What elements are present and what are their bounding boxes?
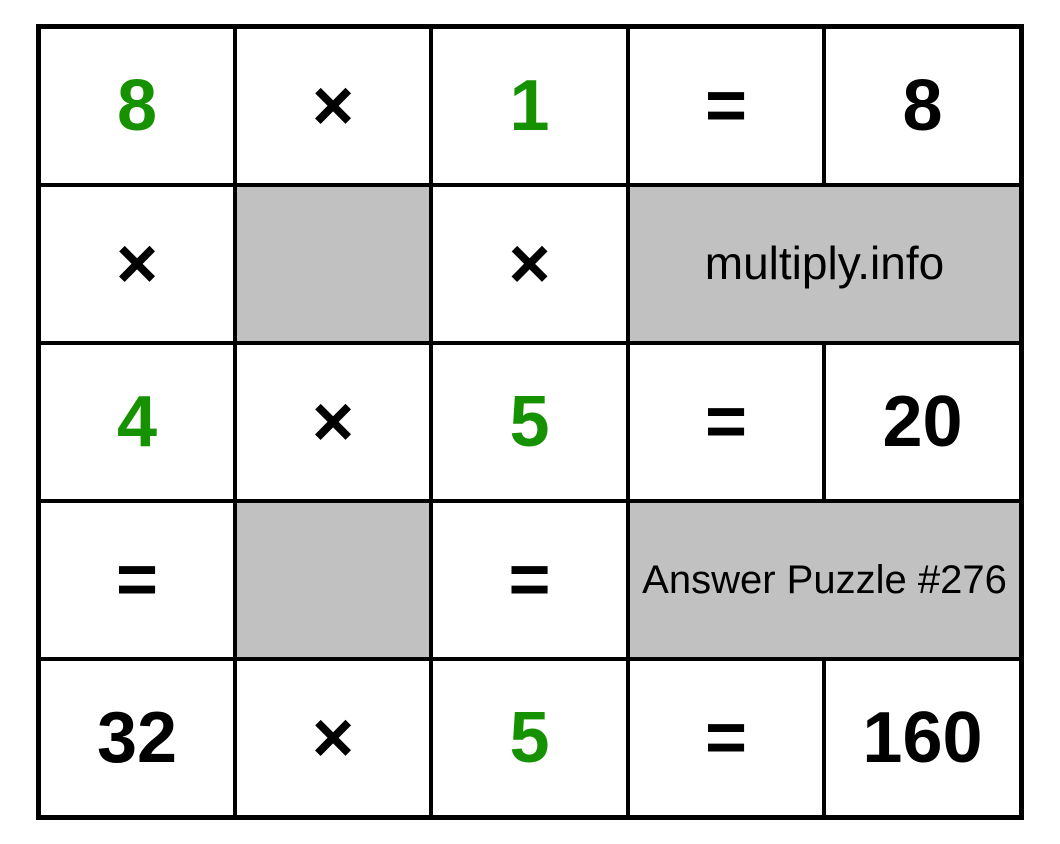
equals-cell: =	[628, 343, 824, 501]
table-row: = = Answer Puzzle #276	[39, 501, 1021, 659]
result-cell: 160	[824, 659, 1021, 817]
operator-cell: ×	[235, 659, 431, 817]
result-cell: 32	[39, 659, 235, 817]
operand-cell: 4	[39, 343, 235, 501]
equals-cell: =	[628, 27, 824, 185]
table-row: 32 × 5 = 160	[39, 659, 1021, 817]
puzzle-grid: 8 × 1 = 8 × × multiply.info 4 × 5 = 20 =…	[36, 24, 1024, 820]
operand-cell: 8	[39, 27, 235, 185]
puzzle-label-cell: Answer Puzzle #276	[628, 501, 1021, 659]
result-cell: 8	[824, 27, 1021, 185]
operator-cell: ×	[431, 185, 628, 343]
operator-cell: ×	[235, 343, 431, 501]
equals-cell: =	[39, 501, 235, 659]
blank-cell	[235, 501, 431, 659]
table-row: 4 × 5 = 20	[39, 343, 1021, 501]
blank-cell	[235, 185, 431, 343]
operand-cell: 1	[431, 27, 628, 185]
puzzle-label: Answer Puzzle #276	[642, 556, 1007, 604]
result-cell: 20	[824, 343, 1021, 501]
table-row: 8 × 1 = 8	[39, 27, 1021, 185]
operator-cell: ×	[235, 27, 431, 185]
operand-cell: 5	[431, 659, 628, 817]
equals-cell: =	[431, 501, 628, 659]
equals-cell: =	[628, 659, 824, 817]
operand-cell: 5	[431, 343, 628, 501]
site-label: multiply.info	[705, 236, 944, 291]
table-row: × × multiply.info	[39, 185, 1021, 343]
site-label-cell: multiply.info	[628, 185, 1021, 343]
operator-cell: ×	[39, 185, 235, 343]
